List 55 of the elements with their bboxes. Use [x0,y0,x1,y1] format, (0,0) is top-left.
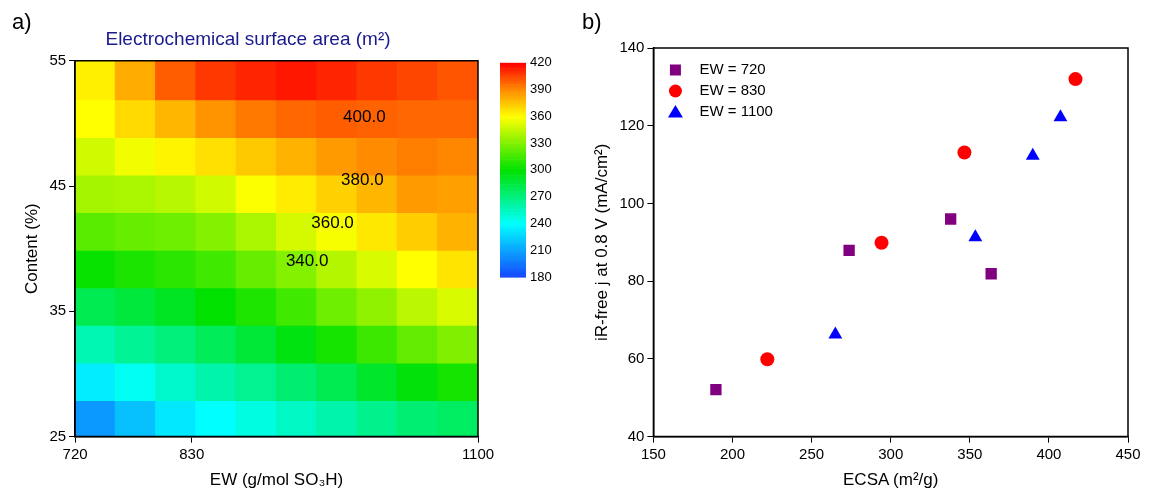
y-tick-label: 25 [49,426,67,444]
legend-label: EW = 830 [699,81,766,99]
x-tick-label: 1100 [461,444,495,462]
x-tick-label: 300 [878,444,904,462]
x-tick-label: 350 [957,444,983,462]
color-bar-label: 360 [530,107,552,123]
y-tick-label: 35 [49,301,67,319]
point [985,268,997,280]
color-bar-label: 390 [530,81,552,97]
color-bar-label: 180 [530,268,552,284]
annotation: 380.0 [341,169,384,189]
legend-label: EW = 1100 [699,102,773,120]
color-bar-label: 270 [530,188,552,204]
chart-title: Electrochemical surface area (m²) [105,27,391,49]
text: b) [582,9,602,35]
color-bar-label: 330 [530,134,552,150]
color-bar-label: 210 [530,241,552,257]
x-axis-title: ECSA (m²/g) [843,470,939,490]
point [828,326,843,339]
point [968,229,983,242]
x-tick-label: 200 [720,444,746,462]
y-tick-label: 120 [619,115,645,133]
y-tick-label: 100 [619,193,645,211]
x-tick-label: 400 [1036,444,1062,462]
y-tick-label: 80 [627,271,645,289]
x-tick-label: 450 [1115,444,1141,462]
point [874,235,889,250]
point [957,145,972,160]
annotation: 360.0 [311,213,354,233]
y-axis-title: Content (%) [21,203,41,295]
x-tick-label: 150 [640,444,666,462]
y-tick-label: 60 [627,349,645,367]
legend-label: EW = 720 [699,60,766,78]
y-tick-label: 55 [49,50,67,68]
point [710,383,722,396]
x-tick-label: 720 [62,444,88,462]
color-bar-label: 420 [530,54,552,70]
color-bar-label: 240 [530,215,552,231]
y-tick-label: 45 [49,176,67,194]
x-tick-label: 830 [179,444,205,462]
point [843,244,855,257]
point [1053,109,1068,122]
y-tick-label: 40 [627,426,645,444]
y-tick-label: 140 [619,38,645,56]
point [1068,72,1083,87]
x-axis-title: EW (g/mol SO₃H) [209,470,344,490]
color-bar-label: 300 [530,161,552,177]
point [945,213,957,225]
point [760,352,775,367]
text: a) [12,9,32,35]
x-tick-label: 250 [799,444,825,462]
annotation: 340.0 [285,250,329,270]
point [1025,147,1040,160]
y-axis-title: iR-free j at 0.8 V (mA/cm²) [591,143,611,342]
annotation: 400.0 [343,106,386,126]
